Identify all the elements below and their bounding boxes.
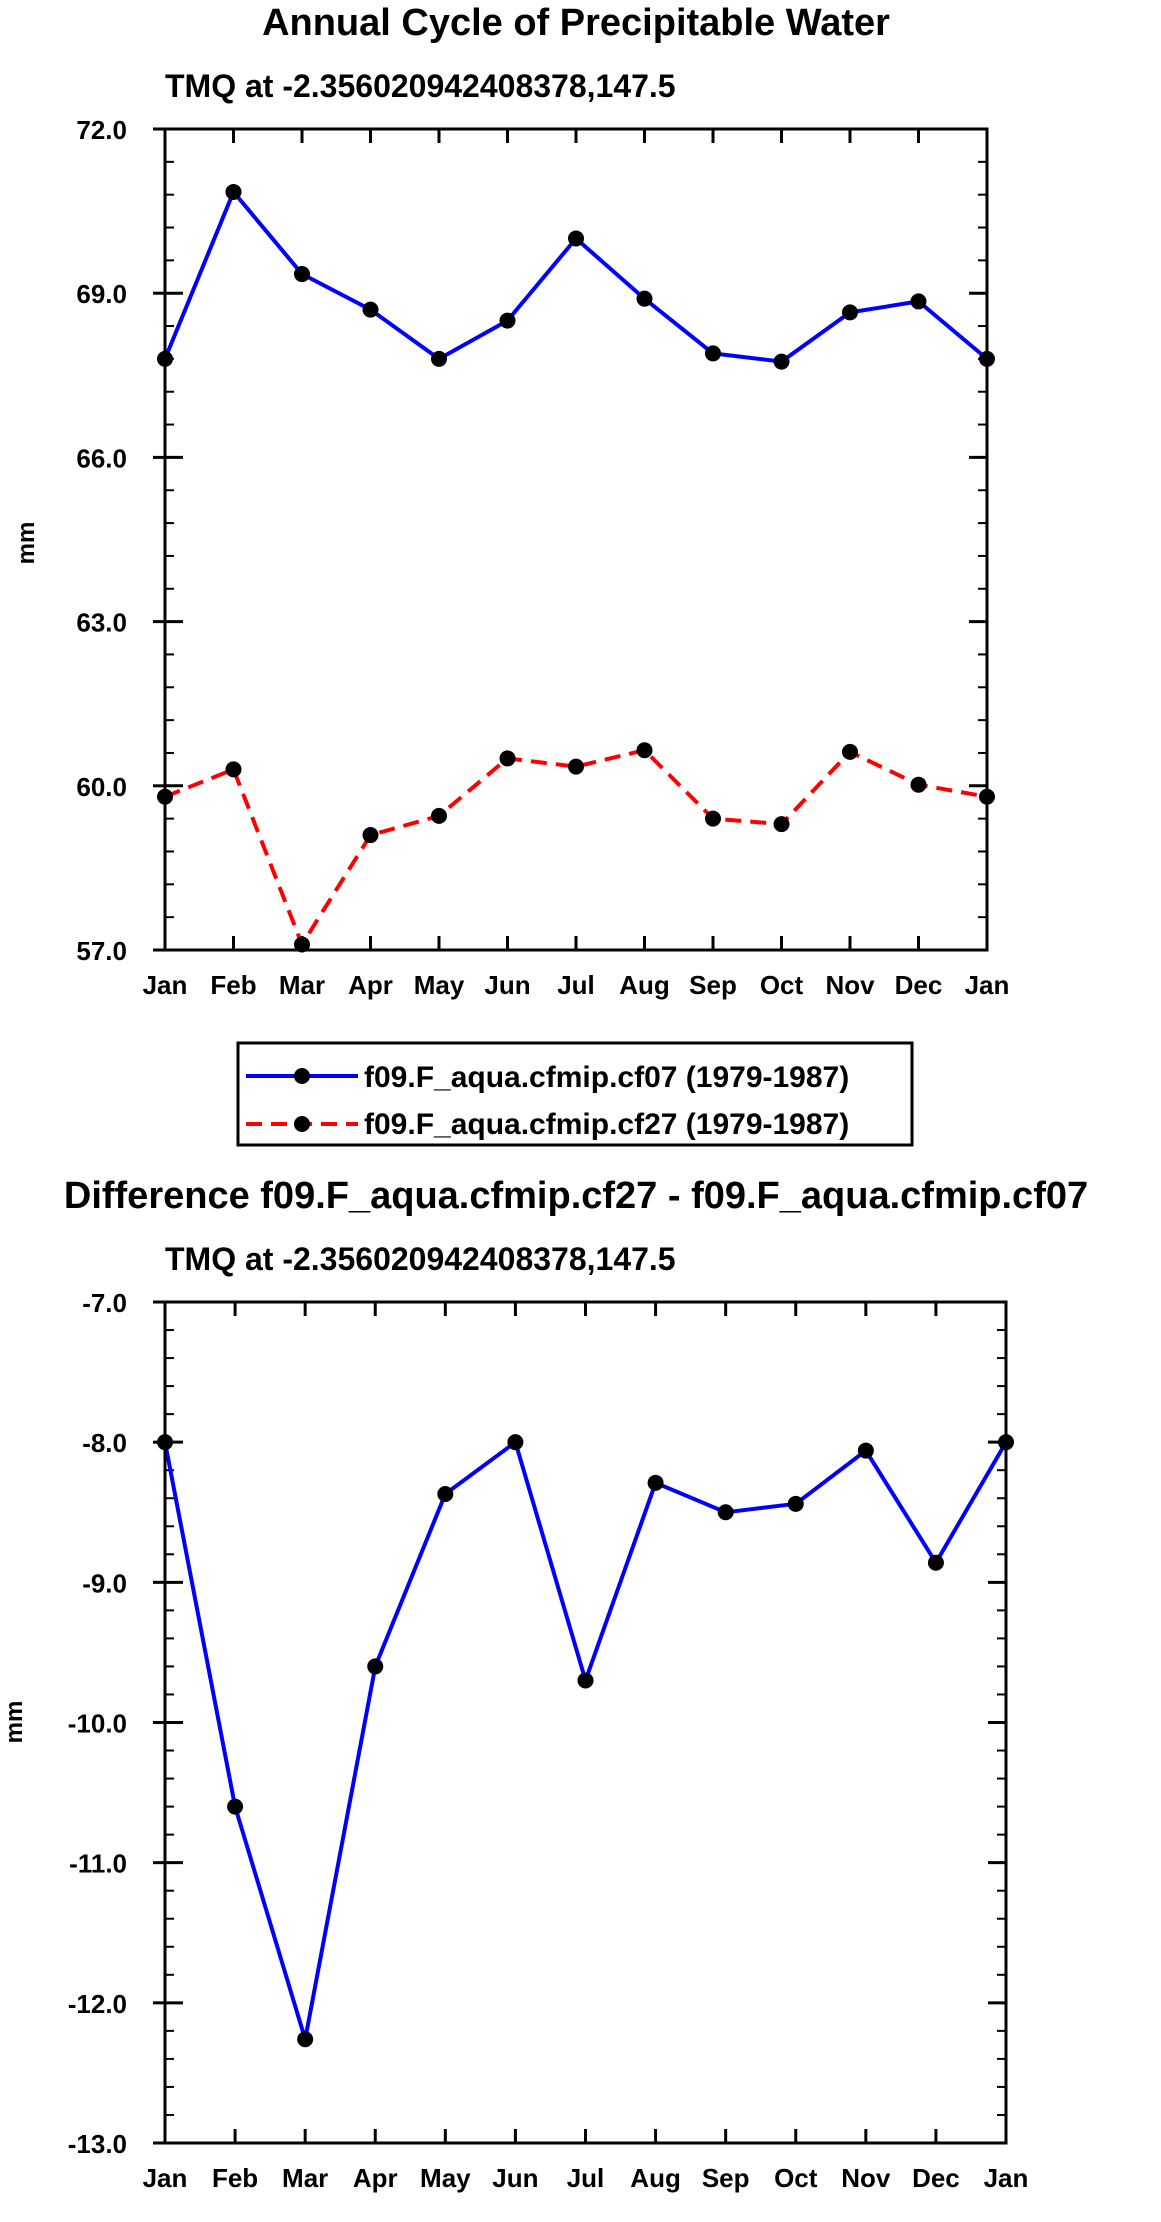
data-point: [225, 183, 242, 200]
legend-box: [236, 1041, 914, 1147]
annual-cycle-chart: Annual Cycle of Precipitable Water TMQ a…: [13, 2, 1009, 1000]
legend: f09.F_aqua.cfmip.cf07 (1979-1987) f09.F_…: [236, 1041, 914, 1147]
x-tick-label: Jul: [567, 2163, 605, 2193]
chart-subtitle: TMQ at -2.356020942408378,147.5: [165, 68, 676, 104]
plot-frame: [163, 127, 989, 952]
y-tick-label: -9.0: [82, 1568, 127, 1598]
y-tick-label: -13.0: [68, 2129, 127, 2159]
data-point: [636, 742, 653, 759]
data-point: [507, 1434, 524, 1451]
x-tick-label: Apr: [353, 2163, 398, 2193]
data-point: [568, 758, 584, 775]
y-tick-label: 72.0: [76, 115, 127, 145]
x-tick-label: Oct: [760, 970, 804, 1000]
data-point: [577, 1672, 594, 1689]
y-tick-label: 57.0: [76, 936, 127, 966]
x-tick-label: Nov: [841, 2163, 891, 2193]
data-point: [705, 345, 721, 362]
data-point: [910, 776, 927, 793]
y-tick-label: 69.0: [76, 279, 127, 309]
x-tick-label: Jul: [557, 970, 595, 1000]
plot-marks: Jan Feb Mar Apr May Jun Jul Aug Sep Oct Nov Dec Jan 5…: [76, 115, 1009, 1000]
x-tick-label: Jan: [965, 970, 1010, 1000]
x-tick-label: Feb: [212, 2163, 258, 2193]
y-tick-label: -10.0: [68, 1709, 127, 1739]
x-tick-label: Mar: [282, 2163, 328, 2193]
data-point: [857, 1442, 874, 1459]
legend-marker-cf07: [294, 1068, 310, 1084]
x-tick-label: Nov: [825, 970, 875, 1000]
x-tick-label: Jan: [143, 2163, 188, 2193]
legend-marker-cf27: [294, 1116, 310, 1132]
y-tick-label: -8.0: [82, 1428, 127, 1458]
data-point: [787, 1495, 804, 1512]
data-point: [431, 350, 447, 367]
data-point: [717, 1504, 734, 1521]
difference-chart: Difference f09.F_aqua.cfmip.cf27 - f09.F…: [1, 1175, 1088, 2193]
x-tick-label: Sep: [702, 2163, 750, 2193]
data-point: [227, 1798, 244, 1815]
chart-subtitle: TMQ at -2.356020942408378,147.5: [165, 1241, 676, 1277]
data-point: [225, 761, 242, 778]
y-axis-label: mm: [1, 1701, 28, 1744]
data-point: [568, 230, 584, 247]
data-point: [297, 2031, 314, 2048]
series-line: [163, 1440, 1008, 2042]
series-line: [164, 748, 988, 947]
x-tick-label: Oct: [774, 2163, 818, 2193]
x-tick-label: Mar: [279, 970, 325, 1000]
data-point: [705, 810, 721, 827]
x-tick-label: May: [420, 2163, 471, 2193]
data-point: [773, 353, 790, 370]
x-tick-label: Aug: [630, 2163, 681, 2193]
x-tick-label: Aug: [619, 970, 670, 1000]
x-tick-label: Jun: [484, 970, 530, 1000]
series-line: [163, 189, 989, 364]
plot-marks: Jan Feb Mar Apr May Jun Jul Aug Sep Oct Nov Dec Jan-…: [68, 1288, 1029, 2193]
y-tick-label: 66.0: [76, 443, 127, 473]
data-point: [910, 293, 927, 310]
legend-label-cf27: f09.F_aqua.cfmip.cf27 (1979-1987): [364, 1108, 849, 1141]
chart-title: Difference f09.F_aqua.cfmip.cf27 - f09.F…: [64, 1175, 1088, 1217]
data-point: [773, 816, 790, 833]
y-tick-label: -12.0: [68, 1989, 127, 2019]
x-tick-label: Jan: [143, 970, 188, 1000]
data-point: [362, 301, 379, 318]
data-point: [499, 312, 516, 329]
data-point: [927, 1554, 944, 1571]
data-point: [647, 1474, 664, 1491]
x-tick-label: Jan: [984, 2163, 1029, 2193]
data-point: [294, 266, 310, 283]
y-axis-label: mm: [13, 522, 40, 565]
data-point: [636, 290, 653, 307]
data-point: [842, 304, 858, 321]
x-tick-label: Jun: [492, 2163, 538, 2193]
data-point: [431, 807, 447, 824]
plot-frame: [163, 1300, 1008, 2145]
data-point: [842, 743, 858, 760]
y-tick-label: -7.0: [82, 1288, 127, 1318]
data-point: [499, 750, 516, 767]
x-tick-label: Dec: [895, 970, 943, 1000]
legend-label-cf07: f09.F_aqua.cfmip.cf07 (1979-1987): [364, 1061, 849, 1094]
data-point: [437, 1486, 454, 1503]
chart-title: Annual Cycle of Precipitable Water: [262, 2, 890, 44]
data-point: [367, 1658, 384, 1675]
x-tick-label: Apr: [348, 970, 393, 1000]
x-tick-label: Sep: [689, 970, 737, 1000]
x-tick-label: May: [414, 970, 465, 1000]
x-tick-label: Feb: [210, 970, 256, 1000]
data-point: [362, 827, 379, 844]
y-tick-label: 60.0: [76, 772, 127, 802]
y-tick-label: 63.0: [76, 608, 127, 638]
x-tick-label: Dec: [912, 2163, 960, 2193]
y-tick-label: -11.0: [69, 1849, 127, 1879]
